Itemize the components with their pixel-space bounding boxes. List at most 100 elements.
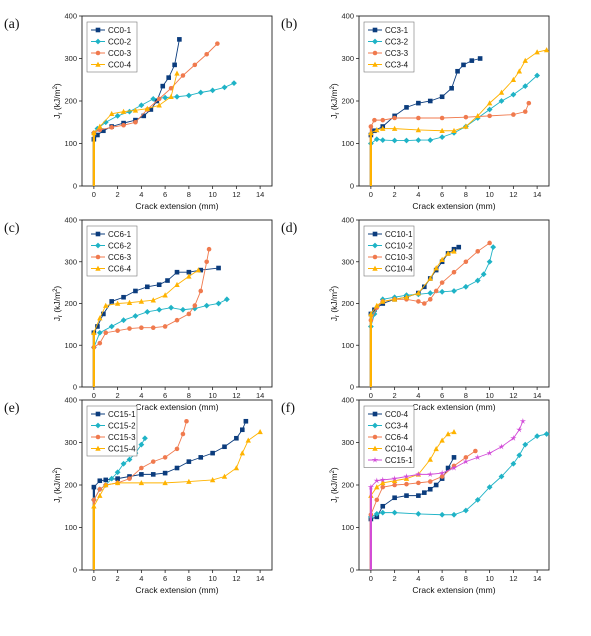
data-point [91, 129, 97, 136]
y-tick-label: 400 [341, 216, 354, 225]
data-point [463, 259, 469, 265]
data-point [522, 57, 528, 63]
data-point [416, 493, 421, 498]
data-point [166, 75, 171, 80]
data-point [511, 112, 516, 117]
data-point [215, 41, 220, 46]
y-tick-label: 300 [64, 54, 77, 63]
data-point [392, 495, 397, 501]
legend-label: CC0-2 [108, 38, 132, 47]
data-point [206, 246, 212, 252]
data-point [391, 477, 398, 484]
data-point [233, 465, 240, 471]
data-point [216, 265, 221, 271]
data-point [103, 482, 109, 488]
data-point [186, 478, 192, 484]
data-point [380, 117, 386, 123]
series-line [370, 421, 524, 488]
y-axis-label: Jr (kJ/m2) [52, 83, 64, 119]
data-point [422, 284, 427, 290]
y-tick-label: 400 [64, 12, 77, 21]
y-axis-label: Jr (kJ/m2) [329, 286, 341, 322]
chart-panel: 0 2 4 6 8 10 12 14 0 100 200 300 400 Crack extension … [4, 396, 273, 595]
y-axis-label: Jr (kJ/m2) [329, 467, 341, 503]
data-point [96, 329, 103, 336]
x-tick-label: 2 [393, 574, 397, 583]
data-point [239, 450, 246, 456]
x-tick-label: 10 [485, 574, 493, 583]
data-point [486, 484, 493, 491]
x-tick-label: 4 [416, 190, 420, 199]
data-point [184, 418, 189, 424]
y-tick-label: 0 [350, 383, 354, 392]
x-tick-label: 12 [232, 574, 240, 583]
data-point [427, 98, 433, 104]
data-point [404, 481, 409, 487]
data-point [475, 249, 481, 254]
x-tick-label: 2 [393, 391, 397, 400]
legend-label: CC10-1 [385, 230, 413, 239]
data-point [456, 244, 462, 250]
data-point [510, 434, 517, 441]
data-point [103, 302, 109, 308]
legend-label: CC0-1 [108, 26, 132, 35]
data-point [162, 479, 168, 486]
data-point [391, 296, 398, 302]
data-point [97, 123, 103, 129]
data-point [114, 479, 121, 486]
chart-panel: 0 2 4 6 8 10 12 14 0 100 200 300 400 Crack extension … [4, 216, 273, 412]
data-point [391, 125, 398, 131]
data-point [543, 47, 550, 53]
data-point [486, 449, 493, 456]
data-point [372, 307, 377, 313]
data-point [427, 275, 433, 281]
data-point [91, 503, 97, 509]
data-point [415, 127, 422, 133]
data-point [498, 98, 505, 104]
data-point [162, 94, 169, 101]
data-point [186, 273, 192, 279]
data-point [144, 308, 151, 315]
x-tick-label: 6 [440, 391, 444, 400]
data-point [162, 470, 168, 476]
data-point [162, 324, 168, 329]
data-point [462, 458, 470, 465]
data-point [516, 452, 523, 459]
data-point [97, 340, 103, 346]
y-tick-label: 400 [64, 396, 77, 405]
data-point [526, 100, 532, 106]
data-point [450, 464, 458, 471]
x-axis-label: Crack extension (mm) [412, 585, 495, 595]
x-tick-label: 8 [187, 574, 191, 583]
data-point [380, 298, 386, 304]
data-point [102, 119, 109, 126]
data-point [95, 445, 101, 451]
y-tick-label: 400 [341, 12, 354, 21]
data-point [451, 127, 457, 134]
x-tick-label: 8 [464, 391, 468, 400]
data-point [486, 258, 493, 265]
data-point [380, 479, 386, 486]
data-point [416, 299, 421, 304]
data-point [204, 51, 209, 57]
data-point [422, 301, 427, 306]
data-point [210, 450, 215, 456]
data-point [221, 84, 228, 91]
legend-label: CC10-3 [385, 253, 413, 262]
chart-panel: 0 2 4 6 8 10 12 14 0 100 200 300 400 Crack extension … [281, 396, 550, 595]
x-tick-label: 0 [369, 574, 373, 583]
x-tick-label: 0 [92, 391, 96, 400]
data-point [121, 294, 126, 300]
legend-label: CC15-4 [108, 445, 136, 454]
x-tick-label: 6 [163, 190, 167, 199]
y-axis-label: Jr (kJ/m2) [52, 286, 64, 322]
data-point [174, 70, 180, 76]
data-series [368, 56, 483, 186]
data-point [433, 288, 439, 294]
panel-label: (e) [4, 401, 20, 416]
data-point [379, 509, 386, 516]
x-tick-label: 8 [187, 190, 191, 199]
x-tick-label: 14 [533, 391, 541, 400]
data-point [380, 125, 386, 131]
